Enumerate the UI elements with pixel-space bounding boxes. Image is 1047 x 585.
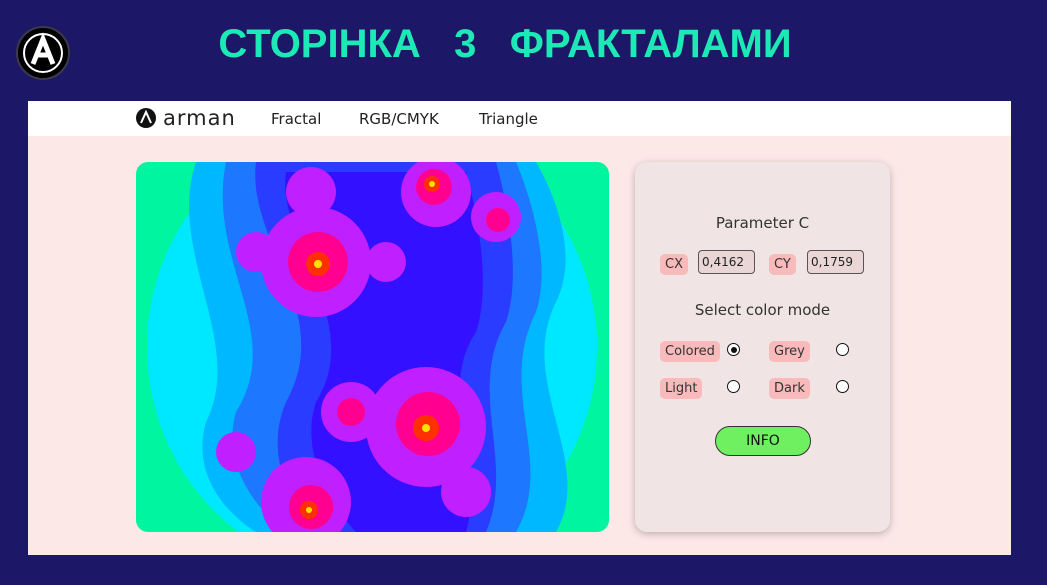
radio[interactable] <box>836 380 849 393</box>
option-label: Grey <box>769 341 810 362</box>
color-heading: Select color mode <box>694 301 831 319</box>
radio[interactable] <box>727 380 740 393</box>
panel-heading: Parameter C <box>715 214 810 232</box>
brand-icon <box>136 108 156 128</box>
option-label: Light <box>660 378 703 399</box>
option-label: Colored <box>660 341 720 362</box>
logo <box>16 26 70 80</box>
nav-link[interactable]: Triangle <box>479 110 538 128</box>
nav-link[interactable]: RGB/CMYK <box>359 110 439 128</box>
radio[interactable] <box>727 343 740 356</box>
logo-icon <box>23 32 63 73</box>
info-button[interactable]: INFO <box>715 426 811 456</box>
cx-input[interactable]: 0,4162 <box>698 250 755 274</box>
nav-bar: arman Fractal RGB/CMYK Triangle <box>28 101 1011 136</box>
cx-label: CX <box>660 254 688 275</box>
control-panel: Parameter C CX 0,4162 CY 0,1759 Select c… <box>635 162 890 532</box>
option-label: Dark <box>769 378 810 399</box>
slide-title: СТОРІНКА 3 ФРАКТАЛАМИ <box>218 22 792 66</box>
brand[interactable]: arman <box>163 106 236 130</box>
fractal-image <box>136 162 609 532</box>
cy-input[interactable]: 0,1759 <box>807 250 864 274</box>
nav-link[interactable]: Fractal <box>271 110 322 128</box>
radio[interactable] <box>836 343 849 356</box>
cy-label: CY <box>769 254 796 275</box>
